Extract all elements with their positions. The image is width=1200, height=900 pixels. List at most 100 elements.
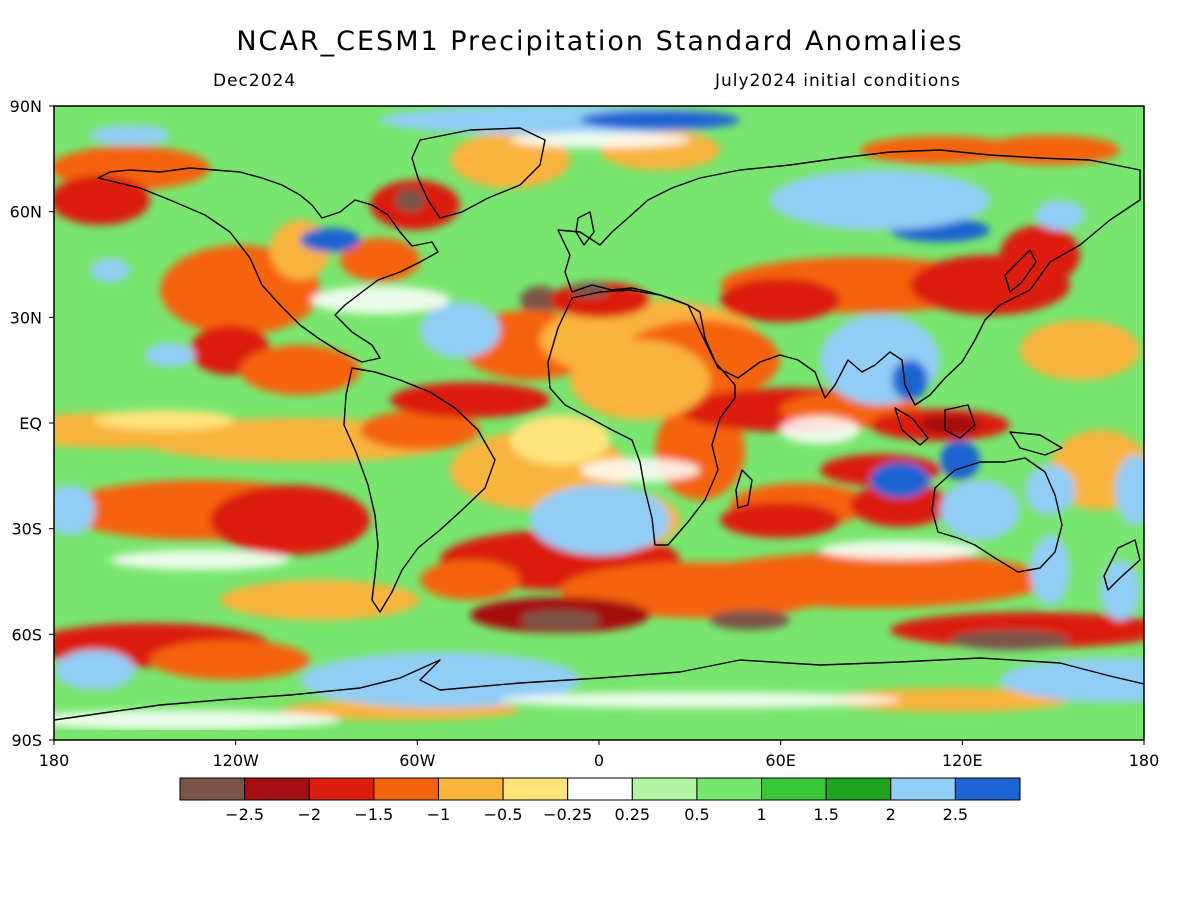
anomaly-patch-4	[360, 410, 480, 450]
initial-conditions: July2024 initial conditions	[715, 71, 961, 91]
anomaly-patch-78	[54, 485, 95, 535]
coastline-new-guinea	[1009, 431, 1063, 456]
anomaly-patch-76	[145, 343, 195, 367]
lon-label: 180	[39, 751, 70, 770]
anomaly-patch-3	[210, 485, 370, 555]
lon-label: 60W	[399, 751, 435, 770]
anomaly-patch-17	[54, 175, 150, 225]
colorbar-tick-label: 1.5	[813, 805, 838, 824]
lon-label: 180	[1129, 751, 1160, 770]
anomaly-patch-64	[420, 302, 500, 358]
lon-label: 60E	[765, 751, 795, 770]
anomaly-patch-20	[395, 188, 425, 212]
anomaly-patch-85	[940, 440, 980, 480]
anomaly-patch-77	[90, 258, 130, 282]
coastlines	[53, 127, 1145, 721]
anomaly-patch-66	[530, 485, 670, 555]
map-title: NCAR_CESM1 Precipitation Standard Anomal…	[236, 26, 964, 57]
anomaly-patch-93	[500, 692, 900, 708]
colorbar-labels: −2.5 −2 −1.5 −1 −0.5 −0.25 0.25 0.5 1 1.5 2 2.5	[225, 805, 968, 824]
anomaly-patch-42	[720, 278, 840, 322]
lon-label: 0	[594, 751, 604, 770]
anomaly-patch-39	[850, 483, 950, 527]
colorbar-tick-label: −1	[427, 805, 451, 824]
anomaly-patch-40	[1020, 320, 1140, 380]
anomaly-patch-57	[95, 410, 235, 430]
anomaly-patch-84	[55, 650, 135, 690]
anomaly-patch-86	[1025, 465, 1075, 515]
anomaly-patch-87	[892, 360, 928, 400]
lat-label: 60S	[11, 625, 42, 644]
colorbar-swatch	[761, 777, 827, 801]
anomaly-patch-52	[340, 238, 420, 282]
anomaly-patch-81	[90, 125, 170, 145]
colorbar-swatch	[244, 777, 310, 801]
colorbar-tick-label: −1.5	[354, 805, 393, 824]
colorbar-swatch	[567, 777, 633, 801]
anomaly-patch-73	[1000, 658, 1144, 702]
anomaly-patch-88	[1115, 455, 1144, 525]
anomaly-patch-29	[920, 415, 980, 435]
lat-label: 30S	[11, 520, 42, 539]
lat-label: 30N	[10, 308, 42, 327]
anomaly-patch-82	[1035, 200, 1085, 230]
anomaly-patch-92	[110, 550, 290, 570]
coastline-south-america	[343, 367, 496, 613]
anomaly-patch-75	[300, 652, 580, 708]
coastline-borneo	[944, 404, 976, 439]
lon-label: 120E	[942, 751, 983, 770]
colorbar-tick-label: −2	[297, 805, 321, 824]
anomaly-patch-13	[520, 610, 600, 630]
latitude-labels: 90N 60N 30N EQ 30S 60S 90S	[10, 97, 42, 750]
anomaly-patch-61	[770, 170, 990, 230]
anomaly-patch-53	[420, 560, 520, 600]
colorbar	[179, 777, 1021, 801]
anomaly-patch-49	[220, 580, 420, 620]
anomaly-patch-96	[780, 416, 860, 444]
coastline-new-zealand	[1103, 539, 1141, 591]
colorbar-tick-label: −0.5	[484, 805, 523, 824]
colorbar-swatch	[825, 777, 892, 801]
colorbar-tick-label: 2	[886, 805, 896, 824]
colorbar-swatch	[437, 777, 504, 801]
anomaly-patch-90	[580, 458, 700, 482]
colorbar-swatch	[308, 777, 375, 801]
colorbar-tick-label: 2.5	[943, 805, 968, 824]
colorbar-tick-label: −0.25	[543, 805, 592, 824]
longitude-labels: 180 120W 60W 0 60E 120E 180	[39, 751, 1160, 770]
anomaly-patch-70	[940, 480, 1020, 540]
colorbar-tick-label: −2.5	[225, 805, 264, 824]
anomaly-patch-37	[240, 345, 360, 395]
anomaly-patch-47	[720, 502, 840, 538]
coastline-greenland	[411, 127, 546, 219]
colorbar-tick-label: 0.25	[614, 805, 650, 824]
anomaly-patch-80	[580, 110, 740, 130]
lat-label: 60N	[10, 203, 42, 222]
colorbar-swatch	[954, 777, 1021, 801]
colorbar-swatch	[179, 777, 246, 801]
anomaly-patch-94	[54, 710, 340, 730]
anomaly-patch-56	[570, 340, 710, 420]
anomaly-patch-89	[310, 286, 450, 314]
anomaly-patch-83	[1100, 560, 1140, 620]
anomaly-patch-62	[300, 228, 360, 252]
anomaly-field	[54, 106, 1144, 740]
colorbar-tick-label: 0.5	[684, 805, 709, 824]
anomaly-patch-11	[150, 640, 310, 680]
lat-label: EQ	[19, 414, 42, 433]
anomaly-patch-91	[820, 540, 980, 560]
coastline-australia	[931, 457, 1063, 573]
map-ticks	[49, 105, 1145, 745]
coastline-japan	[1004, 249, 1037, 293]
anomaly-patch-45	[980, 135, 1120, 165]
anomaly-patch-18	[450, 132, 570, 188]
anomaly-patch-15	[950, 630, 1070, 650]
colorbar-swatch	[502, 777, 569, 801]
colorbar-swatch	[373, 777, 439, 801]
colorbar-swatch	[890, 777, 956, 801]
coastline-madagascar	[735, 469, 753, 509]
anomaly-patch-58	[510, 415, 610, 465]
coastline-north-america	[97, 167, 439, 363]
colorbar-swatch	[631, 777, 698, 801]
